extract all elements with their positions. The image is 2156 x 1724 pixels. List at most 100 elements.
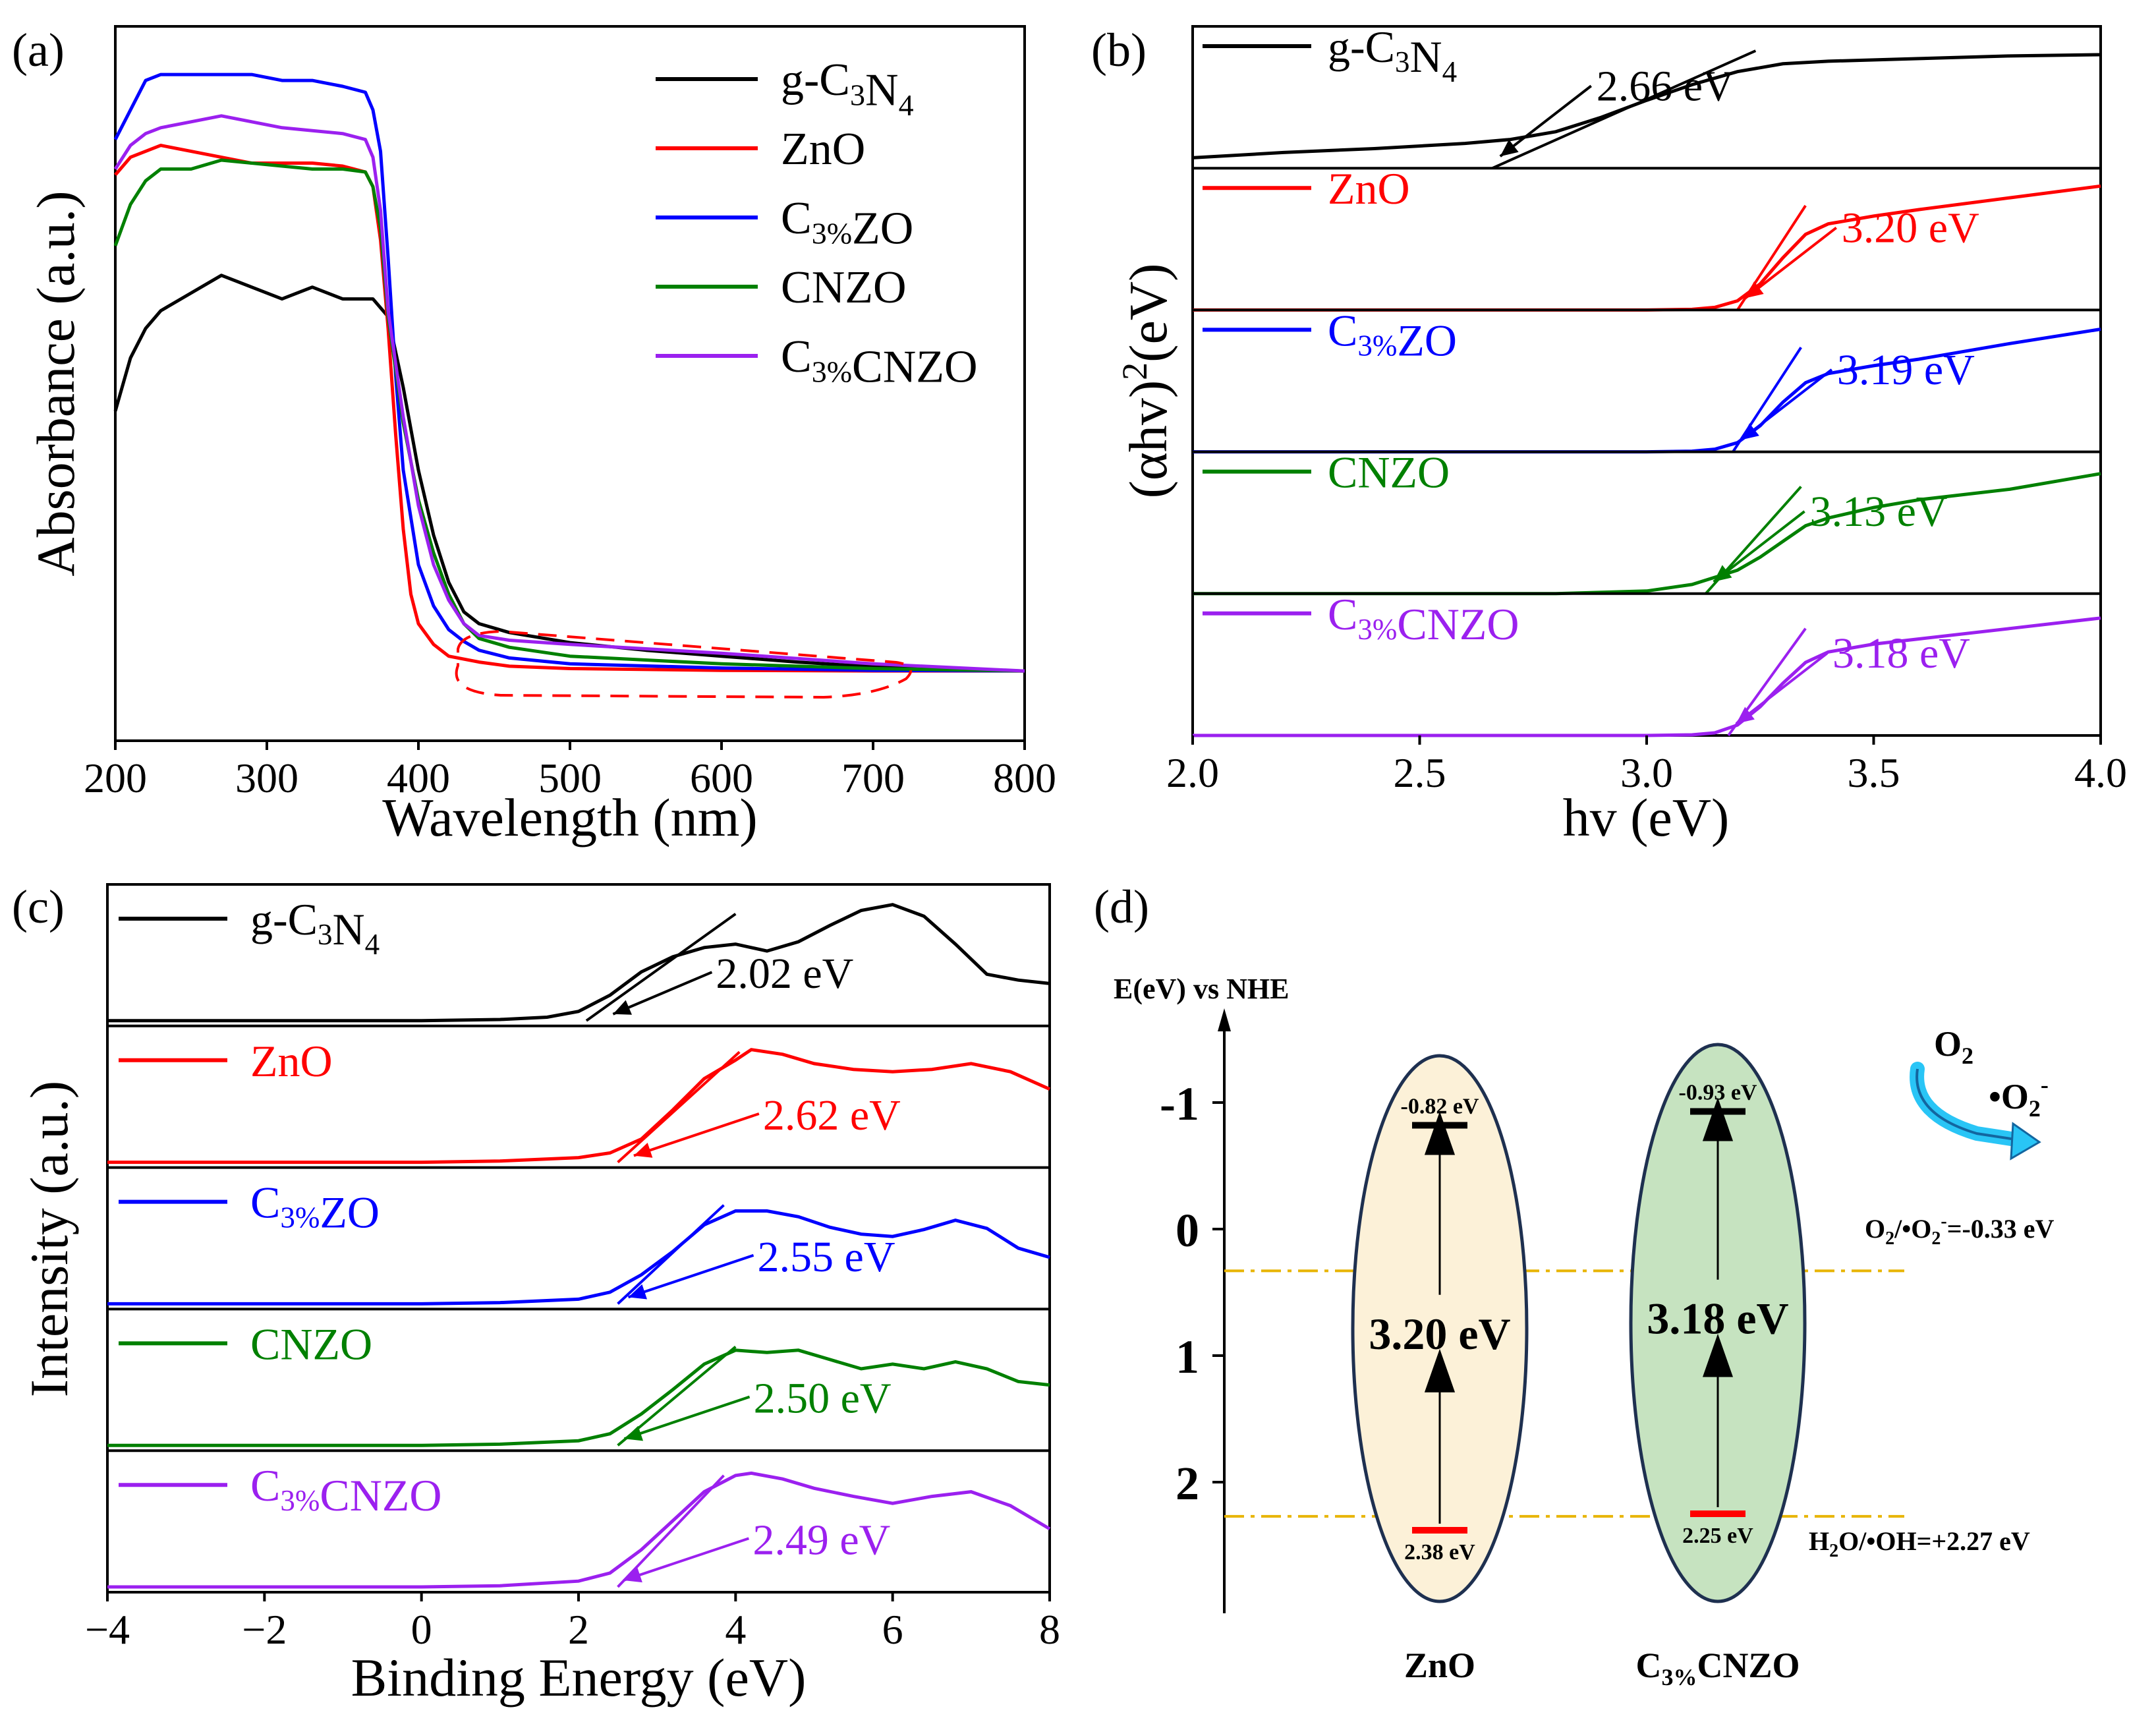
- panel-c-legend-label-c3pctcnzo: C3%CNZO: [250, 1460, 441, 1520]
- panel-c-xlabel: Binding Energy (eV): [351, 1648, 807, 1708]
- panel-d-ytick-label: 0: [1176, 1204, 1199, 1257]
- panel-c-legend-label-c3pctzo: C3%ZO: [250, 1178, 380, 1238]
- panel-d-ref-label-h2o: H2O/•OH=+2.27 eV: [1809, 1526, 2030, 1561]
- panel-d-reactant-o2: O2: [1934, 1024, 1973, 1069]
- panel-b-stacked-series: 2.66 eV g-C3N4 3.20 eV ZnO 3.19 eV C3%ZO 3.13 …: [1192, 22, 2101, 737]
- panel-label-d: (d): [1094, 880, 1149, 933]
- panel-d-gap-label-c3pctcnzo: 3.18 eV: [1647, 1294, 1788, 1344]
- panel-c-tangent-g-c3n4: [585, 913, 737, 1022]
- panel-d-axis-arrowhead: [1218, 1008, 1231, 1031]
- panel-b-arrowhead: [1745, 281, 1764, 299]
- panel-c-xtick-label: 4: [725, 1606, 746, 1653]
- panel-a-uv-vis: 200 300 400 500 600 700 800 Wavelength (nm) Ab…: [26, 25, 1056, 848]
- panel-c-xtick-label: 2: [568, 1606, 589, 1653]
- panel-d-ellipse-zno: [1351, 1054, 1529, 1603]
- panel-c-stacked-series: 2.02 eV g-C3N4 2.62 eV ZnO 2.55 eV C3%ZO 2.50 …: [107, 894, 1051, 1589]
- panel-d-cb-label-c3pctcnzo: -0.93 eV: [1679, 1080, 1757, 1105]
- panel-a-legend-label: ZnO: [781, 124, 865, 175]
- panel-b-xtick-label: 3.0: [1620, 749, 1673, 796]
- panel-c-line-g-c3n4: [107, 903, 1050, 1023]
- panel-a-dashed-highlight: [455, 629, 913, 699]
- panel-b-tauc: 2.66 eV g-C3N4 3.20 eV ZnO 3.19 eV C3%ZO 3.13 …: [1115, 22, 2127, 848]
- panel-c-vb-xps: 2.02 eV g-C3N4 2.62 eV ZnO 2.55 eV C3%ZO 2.50 …: [19, 883, 1060, 1708]
- panel-c-tangent-zno: [617, 1050, 741, 1164]
- panel-c-vb-label-c3pctzo: 2.55 eV: [758, 1233, 895, 1281]
- panel-b-arrow-c3pctzo: [1740, 368, 1833, 442]
- panel-b-arrowhead: [1740, 423, 1759, 440]
- panel-c-xtick-label: 0: [411, 1606, 432, 1653]
- panel-a-legend-label: C3%ZO: [781, 193, 913, 254]
- panel-c-arrow-c3pctcnzo: [623, 1537, 750, 1582]
- panel-c-xtick-label: 8: [1039, 1606, 1060, 1653]
- panel-c-xtick-label: 6: [882, 1606, 903, 1653]
- panel-d-ytick-label: -1: [1160, 1078, 1199, 1130]
- panel-c-arrowhead: [633, 1142, 653, 1158]
- panel-b-legend-label-g-c3n4: g-C3N4: [1328, 22, 1457, 88]
- panel-d-product-superoxide: •O2-: [1989, 1072, 2049, 1122]
- panel-a-line-c3pctzo: [113, 72, 1025, 673]
- panel-d-ylabel: E(eV) vs NHE: [1114, 973, 1289, 1005]
- panel-d-ytick-label: 2: [1176, 1457, 1199, 1510]
- panel-c-line-c3pctcnzo: [107, 1471, 1051, 1589]
- panel-c-arrowhead: [613, 1000, 633, 1015]
- panel-d-vb-label-c3pctcnzo: 2.25 eV: [1682, 1524, 1753, 1548]
- panel-d-ref-label-o2: O2/•O2-=-0.33 eV: [1865, 1211, 2055, 1249]
- panel-b-arrowhead: [1736, 706, 1755, 724]
- panel-b-xtick-label: 4.0: [2074, 749, 2127, 796]
- panel-b-bandgap-label-zno: 3.20 eV: [1842, 204, 1979, 252]
- panel-b-arrowhead: [1500, 139, 1519, 157]
- panel-b-arrow-g-c3n4: [1499, 84, 1592, 158]
- panel-b-x-ticks: 2.0 2.5 3.0 3.5 4.0: [1166, 735, 2127, 796]
- panel-b-bandgap-label-cnzo: 3.13 eV: [1810, 488, 1948, 536]
- panel-d-ytick-label: 1: [1176, 1331, 1199, 1383]
- panel-c-legend-label-zno: ZnO: [250, 1036, 333, 1086]
- panel-d-ellipse-c3pctcnzo: [1629, 1043, 1807, 1603]
- panel-label-a: (a): [12, 24, 65, 76]
- panel-d-material-name-zno: ZnO: [1404, 1646, 1475, 1685]
- panel-c-xtick-label: −2: [242, 1606, 287, 1653]
- panel-a-legend-label: CNZO: [781, 262, 907, 313]
- panel-b-xtick-label: 2.0: [1166, 749, 1219, 796]
- panel-d-material-name-c3pctcnzo: C3%CNZO: [1635, 1646, 1800, 1690]
- panel-b-xtick-label: 3.5: [1848, 749, 1900, 796]
- panel-c-tangent-c3pctcnzo: [617, 1474, 725, 1588]
- panel-c-vb-label-zno: 2.62 eV: [763, 1091, 901, 1139]
- panel-b-legend-label-c3pctzo: C3%ZO: [1328, 305, 1457, 365]
- panel-d-reaction-arrow-outline: [1915, 1068, 2020, 1141]
- panel-c-legend-label-g-c3n4: g-C3N4: [250, 894, 380, 961]
- panel-b-arrow-cnzo: [1713, 510, 1805, 583]
- panel-b-bandgap-label-c3pctzo: 3.19 eV: [1837, 346, 1975, 394]
- panel-c-arrowhead: [624, 1425, 644, 1441]
- panel-a-series: [113, 72, 1025, 673]
- panel-c-arrow-g-c3n4: [612, 971, 713, 1016]
- panel-c-arrow-cnzo: [623, 1395, 751, 1441]
- panel-b-xlabel: hv (eV): [1563, 788, 1730, 848]
- panel-c-line-zno: [107, 1048, 1051, 1164]
- panel-b-xtick-label: 2.5: [1394, 749, 1446, 796]
- panel-a-line-c3pctcnzo: [113, 114, 1025, 673]
- panel-b-arrowhead: [1713, 565, 1732, 582]
- panel-a-legend-label: C3%CNZO: [781, 331, 978, 392]
- panel-b-tangent-g-c3n4: [1491, 49, 1757, 170]
- panel-a-xtick-label: 700: [841, 755, 905, 801]
- panel-c-vb-label-cnzo: 2.50 eV: [754, 1375, 892, 1423]
- panel-b-bandgap-label-c3pctcnzo: 3.18 eV: [1832, 629, 1970, 677]
- panel-b-arrow-c3pctcnzo: [1735, 652, 1829, 725]
- panel-d-vb-label-zno: 2.38 eV: [1404, 1540, 1475, 1565]
- panel-c-arrow-c3pctzo: [627, 1253, 754, 1299]
- panel-c-ylabel: Intensity (a.u.): [19, 1081, 79, 1397]
- panel-a-xtick-label: 300: [235, 755, 298, 801]
- panel-a-ylabel: Absorbance (a.u.): [26, 190, 86, 576]
- panel-c-vb-label-g-c3n4: 2.02 eV: [716, 950, 853, 998]
- panel-c-arrowhead: [623, 1567, 642, 1583]
- panel-c-line-c3pctzo: [107, 1209, 1050, 1306]
- panel-b-legend-label-c3pctcnzo: C3%CNZO: [1328, 589, 1519, 649]
- panel-b-ylabel: (αhv)2(eV): [1115, 264, 1178, 499]
- panel-b-legend-label-zno: ZnO: [1328, 163, 1410, 214]
- panel-c-xtick-label: −4: [85, 1606, 130, 1653]
- panel-c-arrowhead: [628, 1284, 648, 1300]
- panel-d-cb-label-zno: -0.82 eV: [1401, 1095, 1479, 1119]
- panel-d-reaction-arrowhead: [2010, 1122, 2041, 1161]
